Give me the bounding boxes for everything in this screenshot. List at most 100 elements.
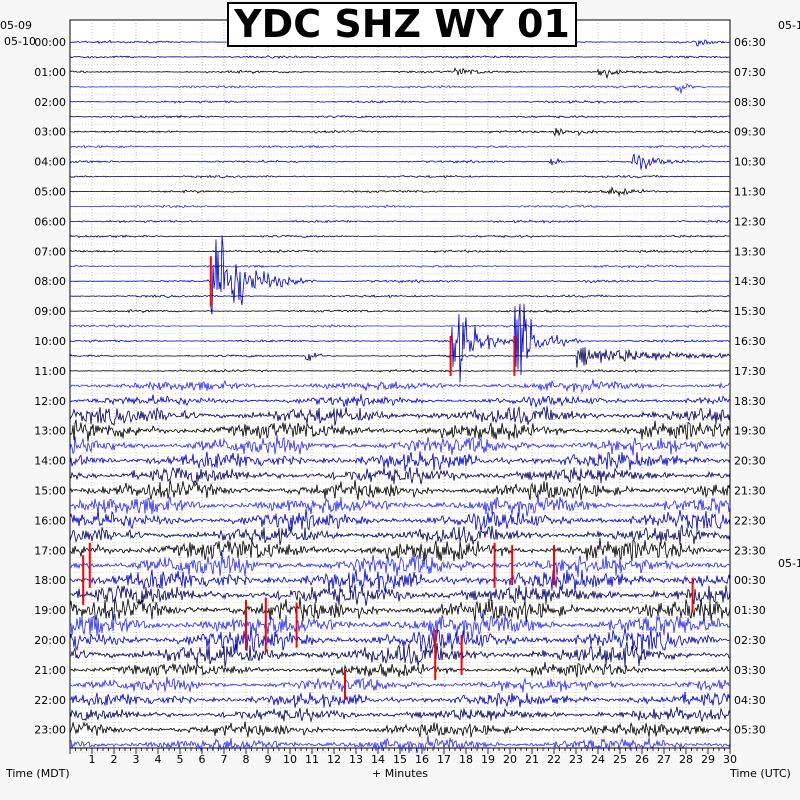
x-tick-label: 17 [437,753,451,766]
seismic-trace [70,641,731,668]
seismic-trace [69,368,731,373]
seismic-trace [69,144,731,149]
seismic-trace [69,466,731,485]
x-tick-label: 3 [133,753,140,766]
x-tick-label: 6 [199,753,206,766]
left-hour-label: 00:00 [34,36,66,49]
y-axis-label-left: Time (MDT) [5,767,70,780]
seismic-trace [69,55,731,60]
x-tick-label: 2 [111,753,118,766]
x-tick-label: 12 [327,753,341,766]
left-hour-label: 20:00 [34,634,66,647]
left-hour-label: 08:00 [34,275,66,288]
seismic-trace [69,127,731,137]
seismic-trace [69,508,731,533]
left-hour-label: 23:00 [34,724,66,737]
seismic-trace [69,303,731,383]
left-hour-label: 15:00 [34,485,66,498]
left-hour-label: 11:00 [34,365,66,378]
right-hour-label: 23:30 [734,544,766,557]
x-tick-label: 5 [177,753,184,766]
y-axis-label-right: Time (UTC) [729,767,791,780]
right-date-1: 05-1 [778,19,800,32]
right-hour-label: 13:30 [734,245,766,258]
x-axis-label: + Minutes [372,767,428,780]
right-hour-label: 07:30 [734,66,766,79]
seismic-trace [70,114,731,119]
x-tick-label: 4 [155,753,162,766]
left-date-1: 05-09 [0,19,32,32]
seismic-trace [69,735,731,754]
right-hour-label: 19:30 [734,425,766,438]
seismic-trace [69,662,731,678]
x-tick-label: 7 [221,753,228,766]
seismic-trace [69,347,731,368]
seismic-trace [69,99,731,104]
seismic-trace [69,597,731,622]
right-hour-label: 17:30 [734,365,766,378]
seismic-trace [69,479,731,501]
left-hour-label: 07:00 [34,245,66,258]
seismic-trace [69,263,730,269]
seismic-trace [69,676,731,693]
x-tick-label: 21 [525,753,539,766]
x-tick-label: 1 [89,753,96,766]
seismic-trace [69,493,731,517]
left-hour-label: 17:00 [34,544,66,557]
seismic-trace [69,309,731,314]
seismic-trace [69,625,731,655]
seismic-trace [69,568,731,593]
x-tick-label: 10 [283,753,297,766]
x-tick-label: 15 [393,753,407,766]
right-hour-label: 12:30 [734,215,766,228]
left-hour-label: 04:00 [34,156,66,169]
title-box [227,2,577,47]
left-hour-label: 05:00 [34,186,66,199]
left-hour-label: 09:00 [34,305,66,318]
right-hour-label: 10:30 [734,156,766,169]
seismic-trace [69,394,731,408]
seismic-trace [69,174,730,179]
left-hour-label: 22:00 [34,694,66,707]
x-tick-label: 18 [459,753,473,766]
right-hour-label: 01:30 [734,604,766,617]
x-tick-label: 28 [679,753,693,766]
right-hour-label: 09:30 [734,126,766,139]
chart-title: YDC SHZ WY 01 [233,2,570,46]
right-hour-label: 03:30 [734,664,766,677]
seismic-trace [69,524,731,546]
x-tick-label: 11 [305,753,319,766]
x-tick-label: 22 [547,753,561,766]
seismic-trace [69,610,731,639]
axis-layer: 1 2 3 4 5 6 7 8 9 10 11 12 13 14 15 16 17 18 19 20 21 22 23 24 2… [34,36,765,766]
left-hour-label: 13:00 [34,425,66,438]
seismic-trace [69,584,731,606]
x-tick-label: 24 [591,753,605,766]
right-hour-label: 16:30 [734,335,766,348]
right-hour-label: 06:30 [734,36,766,49]
x-tick-label: 25 [613,753,627,766]
right-date-2: 05-1 [778,557,800,570]
left-hour-label: 16:00 [34,514,66,527]
right-hour-label: 20:30 [734,455,766,468]
seismic-trace [69,435,730,456]
x-tick-label: 26 [635,753,649,766]
seismic-trace [69,234,731,239]
x-tick-label: 20 [503,753,517,766]
x-tick-label: 8 [243,753,250,766]
right-hour-label: 21:30 [734,485,766,498]
x-tick-label: 9 [265,753,272,766]
seismic-trace [69,419,731,442]
left-hour-label: 12:00 [34,395,66,408]
seismic-trace [69,721,731,738]
right-hour-label: 22:30 [734,514,766,527]
right-hour-label: 11:30 [734,186,766,199]
seismic-trace [69,294,731,299]
x-tick-label: 30 [723,753,737,766]
right-hour-label: 02:30 [734,634,766,647]
seismic-trace [69,324,731,329]
x-tick-label: 13 [349,753,363,766]
seismic-trace [70,552,731,578]
seismic-trace [69,537,731,562]
